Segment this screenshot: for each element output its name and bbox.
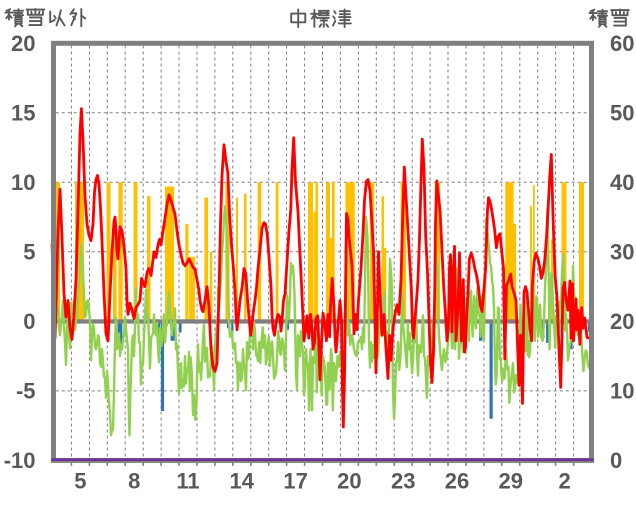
svg-text:50: 50 xyxy=(610,101,634,126)
svg-text:15: 15 xyxy=(11,101,35,126)
svg-text:8: 8 xyxy=(128,469,140,494)
svg-text:17: 17 xyxy=(283,469,307,494)
svg-text:23: 23 xyxy=(391,469,415,494)
svg-text:30: 30 xyxy=(610,240,634,265)
svg-text:10: 10 xyxy=(11,170,35,195)
svg-text:0: 0 xyxy=(23,309,35,334)
svg-text:10: 10 xyxy=(610,379,634,404)
svg-text:20: 20 xyxy=(337,469,361,494)
svg-text:-10: -10 xyxy=(4,448,36,473)
svg-text:14: 14 xyxy=(230,469,255,494)
svg-text:2: 2 xyxy=(558,469,570,494)
svg-text:5: 5 xyxy=(23,240,35,265)
svg-text:5: 5 xyxy=(74,469,86,494)
svg-text:60: 60 xyxy=(610,31,634,56)
svg-text:29: 29 xyxy=(499,469,523,494)
svg-text:26: 26 xyxy=(445,469,469,494)
svg-text:40: 40 xyxy=(610,170,634,195)
svg-text:-5: -5 xyxy=(16,379,36,404)
svg-text:11: 11 xyxy=(176,469,199,494)
svg-text:20: 20 xyxy=(11,31,35,56)
svg-text:0: 0 xyxy=(610,448,622,473)
svg-text:20: 20 xyxy=(610,309,634,334)
